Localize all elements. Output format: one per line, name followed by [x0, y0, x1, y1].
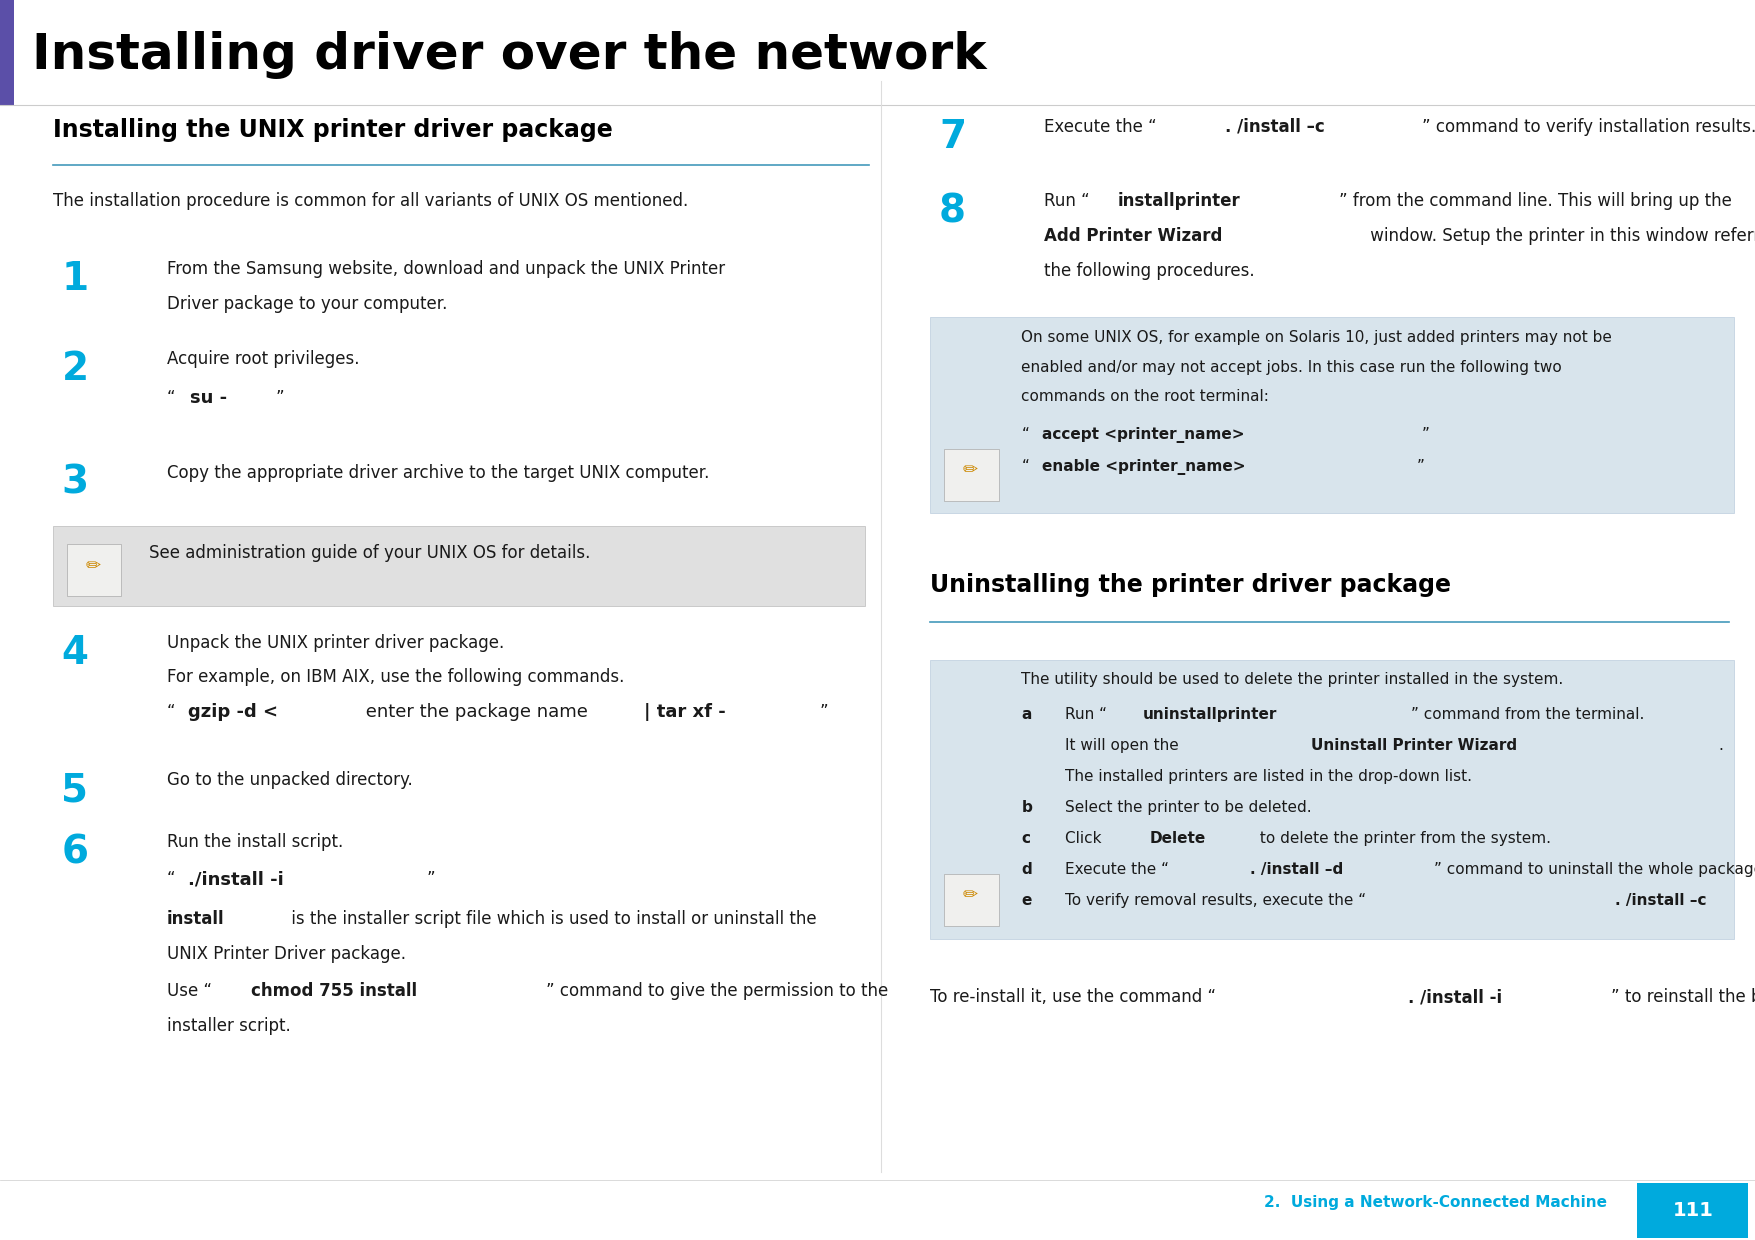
Text: Run “: Run “	[1065, 707, 1107, 722]
Text: the following procedures.: the following procedures.	[1044, 262, 1255, 280]
Text: 2: 2	[61, 350, 88, 388]
Text: su -: su -	[190, 389, 226, 408]
Text: gzip -d <: gzip -d <	[188, 703, 277, 722]
Text: ”: ”	[1422, 427, 1429, 441]
Text: 3: 3	[61, 464, 88, 502]
Text: From the Samsung website, download and unpack the UNIX Printer: From the Samsung website, download and u…	[167, 260, 725, 279]
Text: The utility should be used to delete the printer installed in the system.: The utility should be used to delete the…	[1021, 672, 1564, 687]
Text: “: “	[167, 703, 176, 722]
Text: Unpack the UNIX printer driver package.: Unpack the UNIX printer driver package.	[167, 634, 504, 652]
Text: . /install –d: . /install –d	[1250, 862, 1343, 877]
Text: | tar xf -: | tar xf -	[644, 703, 727, 722]
Text: To re-install it, use the command “: To re-install it, use the command “	[930, 988, 1216, 1007]
Text: ✏: ✏	[963, 887, 978, 905]
Text: Run the install script.: Run the install script.	[167, 833, 342, 852]
Text: Execute the “: Execute the “	[1065, 862, 1169, 877]
Text: It will open the: It will open the	[1065, 738, 1185, 753]
Text: Execute the “: Execute the “	[1044, 118, 1157, 136]
Text: 6: 6	[61, 833, 88, 872]
Text: ✏: ✏	[86, 557, 100, 575]
Text: “: “	[167, 389, 176, 408]
Text: ✏: ✏	[963, 461, 978, 480]
Text: enabled and/or may not accept jobs. In this case run the following two: enabled and/or may not accept jobs. In t…	[1021, 360, 1562, 374]
Text: 111: 111	[1673, 1200, 1715, 1220]
Text: ”: ”	[426, 870, 435, 889]
Text: Select the printer to be deleted.: Select the printer to be deleted.	[1065, 800, 1313, 815]
Text: Add Printer Wizard: Add Printer Wizard	[1044, 227, 1223, 246]
Text: e: e	[1021, 893, 1032, 908]
Text: to delete the printer from the system.: to delete the printer from the system.	[1255, 831, 1551, 846]
Text: ./install -i: ./install -i	[188, 870, 284, 889]
Text: ” command to verify installation results.: ” command to verify installation results…	[1422, 118, 1755, 136]
Text: Click: Click	[1065, 831, 1107, 846]
Text: c: c	[1021, 831, 1030, 846]
FancyBboxPatch shape	[67, 544, 121, 596]
Text: chmod 755 install: chmod 755 install	[251, 982, 418, 1001]
Text: 1: 1	[61, 260, 88, 299]
Text: commands on the root terminal:: commands on the root terminal:	[1021, 389, 1269, 404]
Text: ” to reinstall the binaries.: ” to reinstall the binaries.	[1611, 988, 1755, 1007]
Bar	[930, 660, 1734, 939]
Text: Copy the appropriate driver archive to the target UNIX computer.: Copy the appropriate driver archive to t…	[167, 464, 709, 482]
Text: Acquire root privileges.: Acquire root privileges.	[167, 350, 360, 368]
Text: enter the package name: enter the package name	[360, 703, 593, 722]
Text: ” from the command line. This will bring up the: ” from the command line. This will bring…	[1339, 192, 1732, 211]
Text: 5: 5	[61, 771, 88, 810]
Text: installer script.: installer script.	[167, 1017, 291, 1035]
Text: UNIX Printer Driver package.: UNIX Printer Driver package.	[167, 945, 405, 963]
Text: Driver package to your computer.: Driver package to your computer.	[167, 295, 448, 314]
Text: Run “: Run “	[1044, 192, 1090, 211]
Text: 4: 4	[61, 634, 88, 672]
Text: 8: 8	[939, 192, 965, 231]
Text: The installation procedure is common for all variants of UNIX OS mentioned.: The installation procedure is common for…	[53, 192, 688, 211]
Text: Delete: Delete	[1150, 831, 1206, 846]
Text: enable <printer_name>: enable <printer_name>	[1042, 459, 1246, 475]
Text: . /install –c: . /install –c	[1615, 893, 1706, 908]
Text: . /install -i: . /install -i	[1408, 988, 1502, 1007]
Text: is the installer script file which is used to install or uninstall the: is the installer script file which is us…	[286, 910, 816, 929]
Text: accept <printer_name>: accept <printer_name>	[1042, 427, 1244, 443]
Text: Use “: Use “	[167, 982, 212, 1001]
Text: To verify removal results, execute the “: To verify removal results, execute the “	[1065, 893, 1367, 908]
Text: 2.  Using a Network-Connected Machine: 2. Using a Network-Connected Machine	[1264, 1195, 1606, 1210]
Text: On some UNIX OS, for example on Solaris 10, just added printers may not be: On some UNIX OS, for example on Solaris …	[1021, 330, 1613, 345]
Text: Go to the unpacked directory.: Go to the unpacked directory.	[167, 771, 412, 790]
Text: “: “	[167, 870, 176, 889]
Text: ”: ”	[276, 389, 284, 408]
Text: ”: ”	[820, 703, 828, 722]
Text: “: “	[1021, 459, 1028, 474]
Text: The installed printers are listed in the drop-down list.: The installed printers are listed in the…	[1065, 769, 1472, 784]
Text: Uninstall Printer Wizard: Uninstall Printer Wizard	[1311, 738, 1516, 753]
Text: Installing driver over the network: Installing driver over the network	[32, 31, 986, 79]
Text: Uninstalling the printer driver package: Uninstalling the printer driver package	[930, 573, 1451, 596]
Text: d: d	[1021, 862, 1032, 877]
Text: ” command to uninstall the whole package.: ” command to uninstall the whole package…	[1434, 862, 1755, 877]
Text: “: “	[1021, 427, 1028, 441]
FancyBboxPatch shape	[944, 449, 999, 501]
Text: ” command from the terminal.: ” command from the terminal.	[1411, 707, 1644, 722]
Text: .: .	[1718, 738, 1723, 753]
Text: window. Setup the printer in this window referring to: window. Setup the printer in this window…	[1365, 227, 1755, 246]
Text: 7: 7	[939, 118, 965, 156]
Text: uninstallprinter: uninstallprinter	[1143, 707, 1278, 722]
Bar	[53, 526, 865, 606]
Text: ”: ”	[1416, 459, 1423, 474]
Text: b: b	[1021, 800, 1032, 815]
Bar	[1637, 1183, 1748, 1238]
FancyBboxPatch shape	[944, 874, 999, 926]
Text: ” command to give the permission to the: ” command to give the permission to the	[546, 982, 888, 1001]
Text: . /install –c: . /install –c	[1225, 118, 1325, 136]
Text: a: a	[1021, 707, 1032, 722]
Text: For example, on IBM AIX, use the following commands.: For example, on IBM AIX, use the followi…	[167, 668, 625, 687]
Text: Installing the UNIX printer driver package: Installing the UNIX printer driver packa…	[53, 118, 612, 141]
Text: install: install	[167, 910, 225, 929]
Text: See administration guide of your UNIX OS for details.: See administration guide of your UNIX OS…	[149, 544, 590, 563]
Bar	[0, 0, 14, 105]
Bar	[930, 317, 1734, 513]
Text: installprinter: installprinter	[1118, 192, 1241, 211]
